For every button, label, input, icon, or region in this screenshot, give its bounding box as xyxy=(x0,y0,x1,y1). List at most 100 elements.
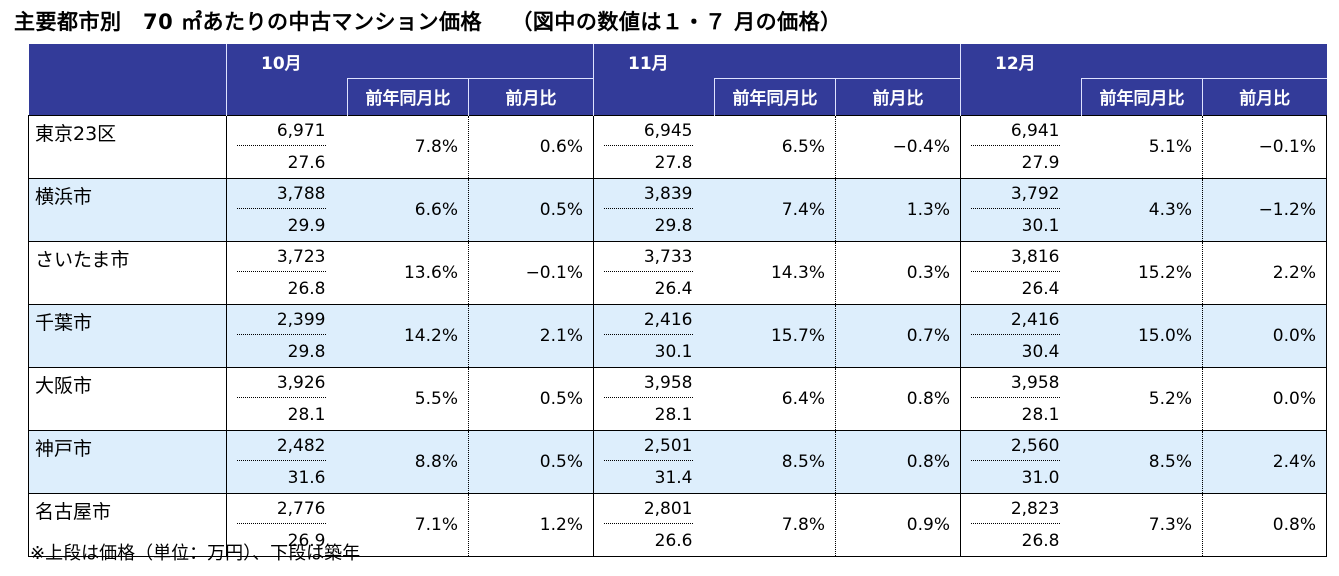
price-age-cell: 3,839 29.8 xyxy=(593,177,715,241)
price-table: 10月 11月 12月 前年同月比 前月比 前年同月比 前月比 前年同月比 前月… xyxy=(28,44,1327,557)
header-month: 11月 xyxy=(593,44,715,78)
mom-value: −1.2% xyxy=(1202,177,1327,241)
dotted-separator xyxy=(971,522,1060,524)
mom-value: −0.1% xyxy=(1202,114,1327,178)
building-age-value: 31.4 xyxy=(654,467,693,488)
building-age-value: 28.1 xyxy=(1021,404,1060,425)
header-blank xyxy=(226,78,348,115)
price-age-cell: 2,416 30.4 xyxy=(960,303,1082,367)
price-value: 3,958 xyxy=(643,372,693,393)
header-corner xyxy=(28,44,227,115)
header-blank xyxy=(714,44,961,79)
yoy-value: 13.6% xyxy=(347,240,469,304)
mom-value: 0.6% xyxy=(468,114,594,178)
mom-value: 0.5% xyxy=(468,429,594,493)
price-age-cell: 3,723 26.8 xyxy=(226,240,348,304)
header-blank xyxy=(347,44,594,79)
header-row-months: 10月 11月 12月 xyxy=(28,44,1327,115)
price-value: 6,945 xyxy=(643,120,693,141)
price-age-cell: 2,776 26.9 xyxy=(226,492,348,557)
dotted-separator xyxy=(971,459,1060,461)
yoy-value: 7.1% xyxy=(347,492,469,557)
price-value: 3,792 xyxy=(1010,183,1060,204)
mom-value: 0.8% xyxy=(835,366,961,430)
price-age-cell: 3,733 26.4 xyxy=(593,240,715,304)
yoy-value: 8.5% xyxy=(714,429,836,493)
price-value: 2,560 xyxy=(1010,435,1060,456)
dotted-separator xyxy=(971,396,1060,398)
price-age-cell: 2,801 26.6 xyxy=(593,492,715,557)
yoy-value: 6.6% xyxy=(347,177,469,241)
yoy-value: 15.2% xyxy=(1081,240,1203,304)
dotted-separator xyxy=(604,144,693,146)
price-age-cell: 3,958 28.1 xyxy=(960,366,1082,430)
header-yoy: 前年同月比 xyxy=(347,78,469,115)
dotted-separator xyxy=(604,522,693,524)
header-yoy: 前年同月比 xyxy=(1081,78,1203,115)
dotted-separator xyxy=(237,207,326,209)
mom-value: 0.7% xyxy=(835,303,961,367)
building-age-value: 26.4 xyxy=(654,278,693,299)
page-title: 主要都市別 70 ㎡あたりの中古マンション価格 （図中の数値は１・７ 月の価格） xyxy=(14,10,842,34)
price-age-cell: 2,501 31.4 xyxy=(593,429,715,493)
price-value: 3,733 xyxy=(643,246,693,267)
yoy-value: 8.8% xyxy=(347,429,469,493)
city-name: 名古屋市 xyxy=(28,492,227,557)
yoy-value: 5.2% xyxy=(1081,366,1203,430)
header-mom: 前月比 xyxy=(1202,78,1327,115)
price-age-cell: 3,788 29.9 xyxy=(226,177,348,241)
building-age-value: 28.1 xyxy=(287,404,326,425)
yoy-value: 7.3% xyxy=(1081,492,1203,557)
mom-value: 0.5% xyxy=(468,177,594,241)
price-value: 2,416 xyxy=(1010,309,1060,330)
dotted-separator xyxy=(971,207,1060,209)
price-value: 2,501 xyxy=(643,435,693,456)
mom-value: 2.1% xyxy=(468,303,594,367)
price-value: 2,416 xyxy=(643,309,693,330)
header-blank xyxy=(593,78,715,115)
price-age-cell: 6,971 27.6 xyxy=(226,114,348,178)
dotted-separator xyxy=(971,144,1060,146)
mom-value: 2.2% xyxy=(1202,240,1327,304)
building-age-value: 27.9 xyxy=(1021,152,1060,173)
price-age-cell: 3,958 28.1 xyxy=(593,366,715,430)
price-value: 3,788 xyxy=(276,183,326,204)
mom-value: 0.0% xyxy=(1202,303,1327,367)
yoy-value: 4.3% xyxy=(1081,177,1203,241)
table-row: 東京23区 6,971 27.6 7.8% 0.6% 6,945 27.8 6.5% −0.4%… xyxy=(28,114,1327,178)
price-value: 3,839 xyxy=(643,183,693,204)
mom-value: 0.8% xyxy=(1202,492,1327,557)
city-name: さいたま市 xyxy=(28,240,227,304)
yoy-value: 7.8% xyxy=(714,492,836,557)
table-row: 千葉市 2,399 29.8 14.2% 2.1% 2,416 30.1 15.7% 0.7% 2… xyxy=(28,303,1327,367)
header-month: 12月 xyxy=(960,44,1082,78)
dotted-separator xyxy=(604,207,693,209)
table-row: さいたま市 3,723 26.8 13.6% −0.1% 3,733 26.4 14.3% 0.… xyxy=(28,240,1327,304)
price-age-cell: 3,926 28.1 xyxy=(226,366,348,430)
price-value: 2,776 xyxy=(276,498,326,519)
dotted-separator xyxy=(604,396,693,398)
mom-value: 0.8% xyxy=(835,429,961,493)
yoy-value: 5.1% xyxy=(1081,114,1203,178)
price-value: 2,801 xyxy=(643,498,693,519)
yoy-value: 5.5% xyxy=(347,366,469,430)
price-age-cell: 2,399 29.8 xyxy=(226,303,348,367)
building-age-value: 26.8 xyxy=(287,278,326,299)
price-age-cell: 3,792 30.1 xyxy=(960,177,1082,241)
dotted-separator xyxy=(604,459,693,461)
price-value: 2,482 xyxy=(276,435,326,456)
yoy-value: 6.4% xyxy=(714,366,836,430)
mom-value: 2.4% xyxy=(1202,429,1327,493)
price-value: 2,399 xyxy=(276,309,326,330)
price-value: 3,926 xyxy=(276,372,326,393)
price-value: 3,723 xyxy=(276,246,326,267)
price-age-cell: 2,416 30.1 xyxy=(593,303,715,367)
yoy-value: 6.5% xyxy=(714,114,836,178)
mom-value: 1.2% xyxy=(468,492,594,557)
dotted-separator xyxy=(604,270,693,272)
building-age-value: 26.8 xyxy=(1021,530,1060,551)
yoy-value: 7.4% xyxy=(714,177,836,241)
building-age-value: 26.6 xyxy=(654,530,693,551)
dotted-separator xyxy=(237,144,326,146)
city-name: 神戸市 xyxy=(28,429,227,493)
